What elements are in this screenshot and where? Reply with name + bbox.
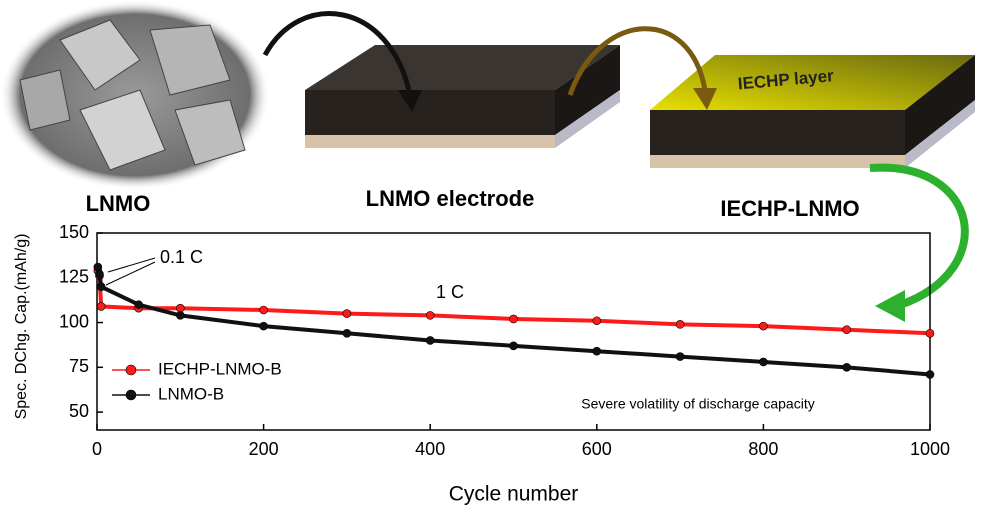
y-axis-label: Spec. DChg. Cap.(mAh/g): [13, 234, 30, 420]
arrowhead: [398, 90, 422, 112]
x-tick-label: 1000: [910, 439, 950, 459]
legend-label: IECHP-LNMO-B: [158, 359, 282, 378]
chart: 50 75 100 125 150 0 200 400 600 800 1000 Cycle numb…: [13, 222, 950, 506]
data-point: [925, 328, 935, 338]
data-point: [759, 321, 768, 331]
x-tick-label: 800: [748, 439, 778, 459]
data-point: [425, 336, 435, 345]
arrow: [869, 163, 969, 309]
electrode: [305, 45, 620, 148]
data-point: [425, 311, 435, 320]
arrowhead: [693, 88, 717, 110]
data-point: [509, 314, 518, 324]
diagram-label: IECHP-LNMO: [720, 196, 859, 221]
annotation-arrow: [107, 257, 156, 273]
y-tick-label: 125: [59, 267, 89, 287]
data-point: [259, 305, 268, 315]
y-tick-label: 100: [59, 311, 89, 331]
data-point: [93, 262, 103, 272]
data-point: [96, 282, 106, 292]
arrow: [262, 11, 413, 96]
annotation: Severe volatility of discharge capacity: [581, 396, 814, 412]
series-line: [95, 266, 931, 377]
y-tick-label: 75: [69, 356, 89, 376]
data-point: [95, 269, 104, 279]
x-tick-label: 0: [92, 439, 102, 459]
data-point: [176, 311, 185, 320]
data-point: [176, 303, 185, 313]
data-point: [675, 352, 685, 361]
x-axis-label: Cycle number: [449, 483, 579, 506]
data-point: [925, 370, 935, 379]
data-point: [592, 346, 602, 356]
y-tick-label: 50: [69, 401, 89, 421]
data-point: [842, 325, 852, 335]
data-point: [509, 341, 518, 351]
data-point: [259, 321, 268, 331]
legend-label: LNMO-B: [158, 384, 224, 403]
x-tick-label: 200: [249, 439, 279, 459]
legend-marker: [125, 389, 137, 401]
annotation: 1 C: [436, 282, 464, 302]
arrow: [567, 26, 708, 96]
data-point: [759, 357, 768, 367]
diagram-label: LNMO: [86, 191, 151, 216]
annotation-arrow: [105, 261, 156, 286]
diagram-label: LNMO electrode: [366, 186, 535, 211]
data-point: [675, 320, 685, 329]
data-point: [592, 316, 602, 326]
x-tick-label: 600: [582, 439, 612, 459]
sem-image: [0, 0, 270, 190]
x-tick-label: 400: [415, 439, 445, 459]
series-line: [95, 270, 931, 336]
data-point: [134, 300, 143, 309]
data-point: [842, 363, 852, 372]
arrowhead: [875, 290, 905, 322]
legend-marker: [125, 364, 137, 376]
data-point: [342, 328, 352, 338]
coated-electrode: [650, 55, 975, 168]
annotation: 0.1 C: [160, 247, 203, 267]
data-point: [342, 309, 352, 318]
y-tick-label: 150: [59, 222, 89, 242]
data-point: [96, 302, 106, 311]
